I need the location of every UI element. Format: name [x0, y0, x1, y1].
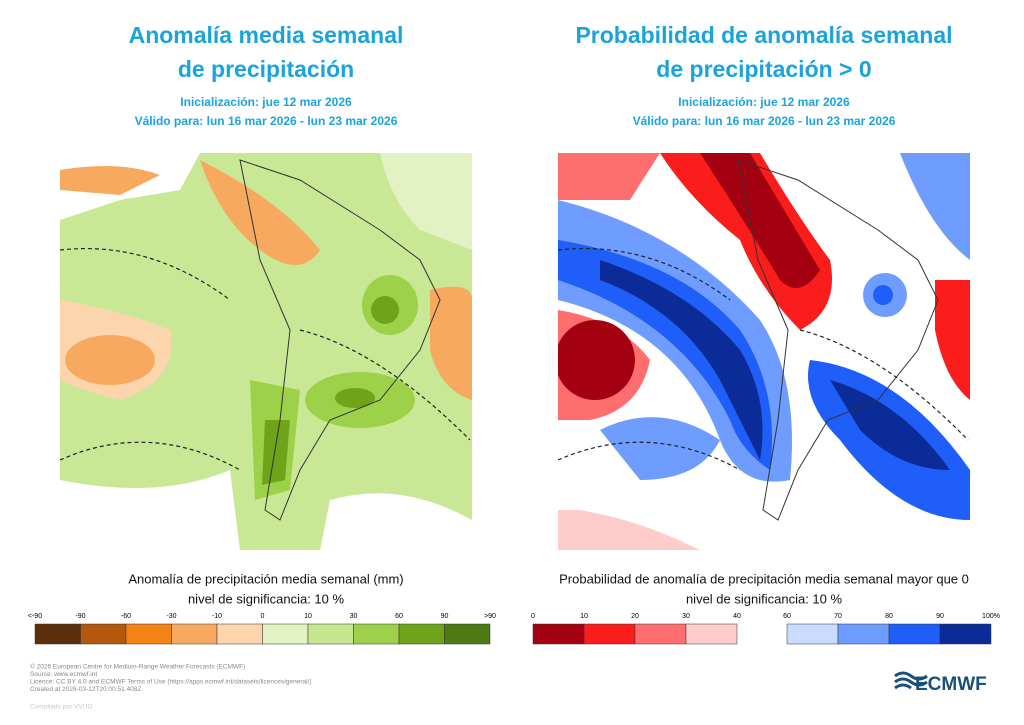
caption: Anomalía de precipitación media semanal … — [128, 571, 403, 586]
colorbar-box — [685, 623, 738, 645]
panel-title: Probabilidad de anomalía semanal — [575, 22, 952, 48]
colorbar-box — [786, 623, 839, 645]
colorbar-label: >90 — [484, 613, 496, 620]
panel-title: de precipitación > 0 — [656, 56, 871, 82]
colorbar-box — [307, 623, 354, 645]
colorbar-box — [398, 623, 445, 645]
colorbar-label: 60 — [395, 613, 403, 620]
footer-line: © 2026 European Centre for Medium-Range … — [30, 663, 245, 671]
panel: Probabilidad de anomalía semanal de preci… — [531, 22, 1000, 645]
significance: nivel de significancia: 10 % — [188, 591, 345, 606]
logo-text: ECMWF — [915, 674, 987, 695]
colorbar-label: 100% — [982, 613, 1000, 620]
footer: © 2026 European Centre for Medium-Range … — [30, 663, 312, 694]
colorbar-label: 40 — [733, 613, 741, 620]
credit: Compilado por VVUG — [30, 704, 93, 711]
colorbar-box — [216, 623, 263, 645]
colorbar-box — [262, 623, 309, 645]
colorbar-label: 0 — [531, 613, 535, 620]
colorbar-label: 90 — [936, 613, 944, 620]
colorbar-label: 0 — [261, 613, 265, 620]
panel-title: de precipitación — [178, 56, 354, 82]
probability-map — [558, 153, 970, 550]
colorbar-label: 20 — [631, 613, 639, 620]
colorbar-label: -30 — [166, 613, 176, 620]
colorbar-box — [634, 623, 687, 645]
colorbar-box — [837, 623, 890, 645]
significance: nivel de significancia: 10 % — [686, 591, 843, 606]
valid-dates: Válido para: lun 16 mar 2026 - lun 23 ma… — [633, 114, 896, 128]
valid-dates: Válido para: lun 16 mar 2026 - lun 23 ma… — [135, 114, 398, 128]
colorbar-label: -10 — [212, 613, 222, 620]
init-date: Inicialización: jue 12 mar 2026 — [180, 95, 352, 109]
colorbar-box — [171, 623, 218, 645]
panel: Anomalía media semanal de precipitación In… — [28, 22, 496, 645]
colorbar-label: 70 — [834, 613, 842, 620]
colorbar-box — [888, 623, 941, 645]
footer-line: Licence: CC BY 4.0 and ECMWF Terms of Us… — [30, 679, 312, 686]
colorbar-box — [353, 623, 400, 645]
colorbar-box — [125, 623, 172, 645]
colorbar-box — [583, 623, 636, 645]
anomaly-map — [60, 153, 472, 550]
colorbar-label: <-90 — [28, 613, 42, 620]
panel-title: Anomalía media semanal — [129, 22, 404, 48]
colorbar-box — [532, 623, 585, 645]
colorbar-box — [444, 623, 491, 645]
caption: Probabilidad de anomalía de precipitació… — [559, 571, 969, 586]
colorbar-label: -90 — [75, 613, 85, 620]
colorbar-label: 90 — [441, 613, 449, 620]
colorbar-box — [34, 623, 81, 645]
init-date: Inicialización: jue 12 mar 2026 — [678, 95, 850, 109]
colorbar-label: 30 — [682, 613, 690, 620]
colorbar-label: -60 — [121, 613, 131, 620]
colorbar-label: 30 — [350, 613, 358, 620]
footer-line: Source: www.ecmwf.int — [30, 671, 97, 678]
colorbar-label: 80 — [885, 613, 893, 620]
colorbar-label: 10 — [304, 613, 312, 620]
colorbar-label: 10 — [580, 613, 588, 620]
footer-line: Created at 2026-03-12T20:00:51.408Z — [30, 686, 141, 693]
ecmwf-logo: ECMWF — [894, 671, 987, 695]
colorbar-box — [80, 623, 127, 645]
colorbar-label: 60 — [783, 613, 791, 620]
colorbar-box — [939, 623, 992, 645]
